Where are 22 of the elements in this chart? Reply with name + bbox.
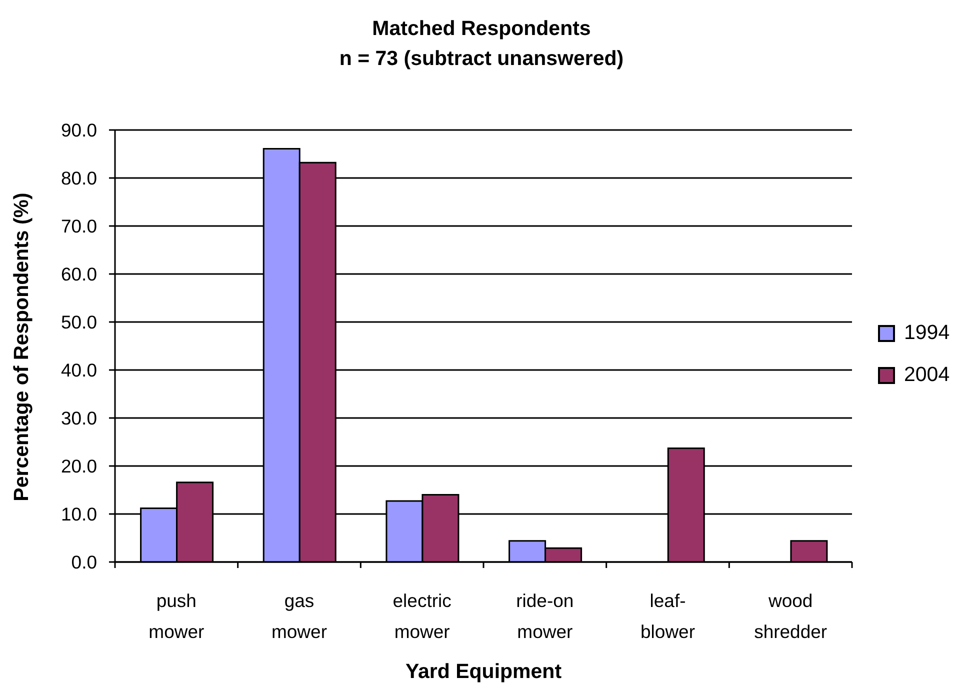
y-tick-label: 80.0	[60, 168, 97, 189]
y-tick-label: 60.0	[60, 264, 97, 285]
y-tick-label: 50.0	[60, 312, 97, 333]
y-tick-label: 20.0	[60, 456, 97, 477]
x-tick-label: electric mower	[392, 590, 452, 642]
y-tick-label: 70.0	[60, 216, 97, 237]
y-tick-label: 40.0	[60, 360, 97, 381]
y-tick-label: 0.0	[71, 552, 97, 573]
x-tick-label: leaf-blower	[640, 590, 695, 642]
chart-title: Matched Respondents	[371, 17, 592, 41]
y-axis-title: Percentage of Respondents (%)	[10, 192, 34, 502]
legend-label: 1994	[904, 321, 950, 345]
y-tick-label: 90.0	[60, 120, 97, 141]
x-tick-label: gas mower	[271, 590, 328, 642]
x-tick-label: ride-on mower	[516, 590, 574, 642]
y-tick-label: 30.0	[60, 408, 97, 429]
chart-subtitle: n = 73 (subtract unanswered)	[338, 47, 625, 71]
x-tick-label: wood shredder	[754, 590, 828, 642]
y-tick-label: 10.0	[60, 504, 97, 525]
x-axis-title: Yard Equipment	[404, 660, 563, 684]
x-tick-label: push mower	[148, 590, 204, 642]
legend-label: 2004	[904, 363, 950, 387]
